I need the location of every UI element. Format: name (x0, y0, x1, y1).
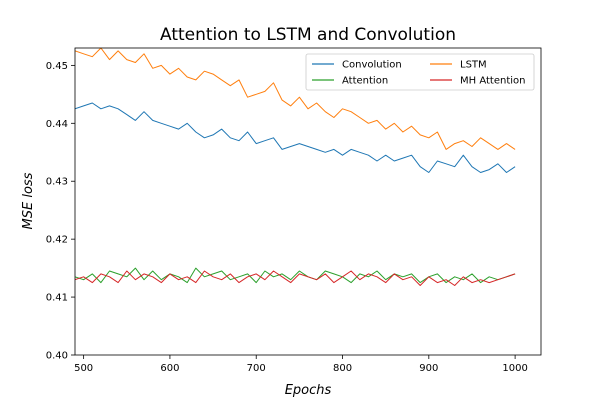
y-tick-label: 0.43 (46, 177, 68, 188)
x-tick-label: 500 (74, 363, 93, 374)
series-line-2 (75, 48, 516, 150)
y-tick-label: 0.45 (46, 61, 68, 72)
series-line-1 (75, 102, 516, 173)
series-line-4 (75, 270, 516, 286)
legend: Convolution LSTM Attention MH Attention (305, 53, 535, 91)
x-tick-label: 1000 (502, 363, 527, 374)
plot-frame (74, 47, 542, 356)
y-tick-label: 0.40 (46, 351, 68, 362)
chart-title: Attention to LSTM and Convolution (160, 25, 456, 45)
x-tick-label: 700 (247, 363, 266, 374)
y-axis-label: MSE loss (21, 172, 36, 229)
legend-label: MH Attention (460, 76, 525, 87)
series-layer (75, 48, 516, 286)
y-tick-label: 0.44 (46, 119, 68, 130)
legend-box (305, 53, 535, 91)
x-tick-label: 900 (419, 363, 438, 374)
x-axis-label: Epochs (285, 383, 332, 398)
x-tick-label: 600 (160, 363, 179, 374)
legend-label: Attention (342, 76, 388, 87)
y-tick-label: 0.41 (46, 293, 68, 304)
x-tick-label: 800 (333, 363, 352, 374)
legend-label: Convolution (342, 60, 402, 71)
ticks-layer: 500 600 700 800 900 1000 0.40 0.41 0.42 0.43 0.44 0… (46, 61, 528, 374)
legend-label: LSTM (460, 60, 487, 71)
y-tick-label: 0.42 (46, 235, 68, 246)
